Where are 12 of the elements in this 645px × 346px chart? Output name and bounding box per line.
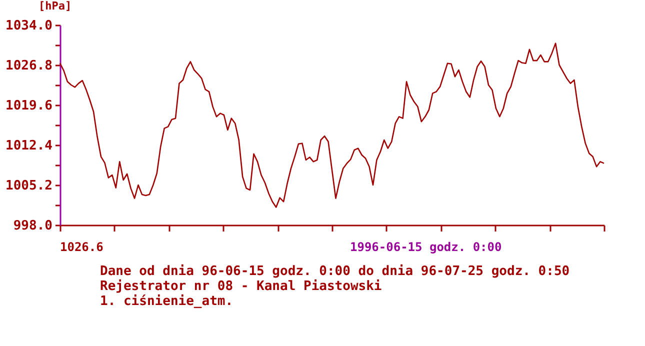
text: 1026.6 xyxy=(60,240,104,254)
y-tick-label: 1019.6 xyxy=(6,98,53,114)
text: Dane od dnia 96-06-15 godz. 0:00 do dnia 96-07-25 godz. 0:50 xyxy=(100,264,570,279)
text: Rejestrator nr 08 - Kanal Piastowski xyxy=(100,279,382,294)
y-tick-label: 1034.0 xyxy=(6,18,53,34)
y-tick-label: 1005.2 xyxy=(6,178,52,194)
y-axis-title: [hPa] xyxy=(38,0,72,12)
y-tick-label: 998.0 xyxy=(13,218,53,234)
y-tick-label: 1026.8 xyxy=(6,58,53,74)
text: 1996-06-15 godz. 0:00 xyxy=(350,240,502,254)
text: 1. ciśnienie_atm. xyxy=(100,294,234,309)
y-tick-label: 1012.4 xyxy=(6,138,53,154)
